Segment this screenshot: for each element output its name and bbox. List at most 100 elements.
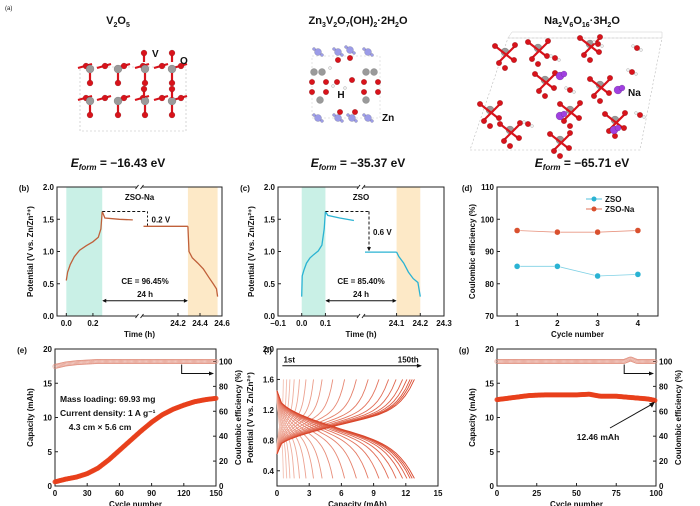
oxygen-atom [308, 88, 316, 96]
bond [479, 103, 499, 119]
water-oxygen-atom [551, 54, 559, 62]
y-axis-tick-label: 100 [481, 215, 495, 224]
formula-part: Zn [308, 15, 322, 27]
y-axis-label: Potential (V vs. Zn/Zn²⁺) [246, 372, 255, 463]
formula-part: 2 [113, 22, 117, 29]
panel-label: (f) [264, 346, 272, 355]
water-oxygen-atom [628, 68, 636, 76]
x-axis-tick-label: 100 [649, 489, 663, 498]
annotation-0: Mass loading: 69.93 mg [60, 394, 155, 404]
charge-curve [276, 379, 390, 455]
oxygen-atom [506, 142, 514, 150]
y-axis-tick-label: 0.4 [263, 467, 275, 476]
bond [503, 123, 521, 141]
axis-pointer-arrow [623, 364, 652, 374]
oxygen-atom [510, 56, 518, 64]
atom-label-v: V [152, 49, 159, 60]
hydrogen-atom [522, 120, 526, 124]
y-axis-tick-label: 0 [48, 482, 53, 491]
oxygen-atom [141, 111, 149, 119]
x-axis-tick-label: 25 [532, 489, 541, 498]
bond [579, 37, 599, 53]
vanadium-atom [140, 64, 150, 74]
bond [549, 133, 569, 149]
atom-label-zn: Zn [382, 113, 394, 124]
oxygen-atom [496, 120, 504, 128]
oxygen-atom [586, 75, 594, 83]
vanadium-atom [113, 96, 123, 106]
x-axis-tick-label: 0 [495, 489, 500, 498]
axis-pointer-arrow [181, 364, 212, 374]
oxygen-atom [168, 85, 176, 93]
structure-formula: V2O5 [106, 15, 130, 29]
oxygen-atom [120, 94, 128, 102]
formula-part: 16 [582, 22, 590, 29]
data-point-capacity [213, 395, 219, 401]
hydrogen-atom [634, 111, 638, 115]
bond [527, 41, 547, 57]
oxygen-atom [534, 60, 542, 68]
x-axis-tick-label: 15 [434, 489, 443, 498]
y2-axis-tick-label: 0 [659, 482, 664, 491]
zinc-atom [332, 113, 336, 117]
annotation-2: 4.3 cm × 5.6 cm [69, 422, 132, 432]
y-axis-tick-label: 2.0 [263, 345, 275, 354]
rest-curve-start [324, 211, 355, 222]
zinc-atom [370, 119, 374, 123]
structure-formula: Na2V6O16·3H2O [544, 15, 620, 29]
hydrogen-atom [639, 48, 643, 52]
formula-part: O [117, 15, 126, 27]
bond [604, 113, 624, 129]
x-axis-tick-label: 24.4 [192, 319, 208, 328]
y-axis-tick-label: 1.5 [264, 215, 276, 224]
water-oxygen-atom [594, 40, 602, 48]
arrow-head [367, 247, 371, 252]
zinc-atom [346, 113, 350, 117]
oxygen-atom [476, 100, 484, 108]
y-axis-tick-label: 0.8 [263, 436, 275, 445]
rest-duration-label: 24 h [353, 290, 369, 299]
y-axis-label: Capacity (mAh) [468, 388, 477, 447]
x-axis-tick-label: 150 [209, 489, 223, 498]
y-axis-label: Potential (V vs. Zn/Zn²⁺) [247, 206, 256, 297]
hydrogen-atom [631, 44, 635, 48]
hydrogen-atom [328, 66, 332, 70]
oxygen-atom [308, 78, 316, 86]
eform-symbol: E [71, 156, 80, 170]
panel-b: 0.0 0.5 1.0 1.5 2.0 0.0 0.2 24.2 24.4 24.6 ZSO-Na 0… [19, 183, 230, 339]
y-axis-label: Potential (V vs. Zn/Zn²⁺) [26, 206, 35, 297]
formation-energy: Eform = −16.43 eV [71, 156, 166, 172]
discharge-curve [276, 390, 397, 479]
oxygen-atom [322, 78, 330, 86]
oxygen-atom [168, 111, 176, 119]
x-axis-label: Cycle number [109, 500, 162, 506]
atom-label-na: Na [628, 88, 641, 99]
arrow-head [102, 298, 107, 303]
discharge-curve [187, 226, 219, 297]
axis-break-mark [356, 313, 361, 319]
y-axis-tick-label: 1.0 [43, 248, 55, 257]
water-oxygen-atom [524, 120, 532, 128]
charge-region [66, 187, 103, 316]
oxygen-atom [605, 89, 613, 97]
oxygen-atom [114, 79, 122, 87]
unit-cell [469, 37, 663, 151]
x-axis-label: Cycle number [550, 500, 603, 506]
y-axis-tick-label: 20 [43, 345, 52, 354]
vanadium-atom [310, 68, 318, 76]
discharge-curve [276, 390, 314, 479]
y2-axis-tick-label: 60 [219, 407, 228, 416]
vanadium-atom [362, 68, 370, 76]
oxygen-atom [565, 144, 573, 152]
x-axis-label: Cycle number [551, 330, 604, 339]
x-axis-tick-label: 120 [177, 489, 191, 498]
rest-curve-start [101, 211, 133, 221]
x-axis-label: Time (h) [346, 330, 377, 339]
y2-axis-tick-label: 20 [659, 457, 668, 466]
formula-part: 6 [569, 22, 573, 29]
panel-label: (g) [459, 346, 470, 355]
y-axis-tick-label: 1.5 [43, 215, 55, 224]
oxygen-atom [491, 42, 499, 50]
oxygen-atom [516, 119, 524, 127]
x-axis-label: Time (h) [124, 330, 155, 339]
